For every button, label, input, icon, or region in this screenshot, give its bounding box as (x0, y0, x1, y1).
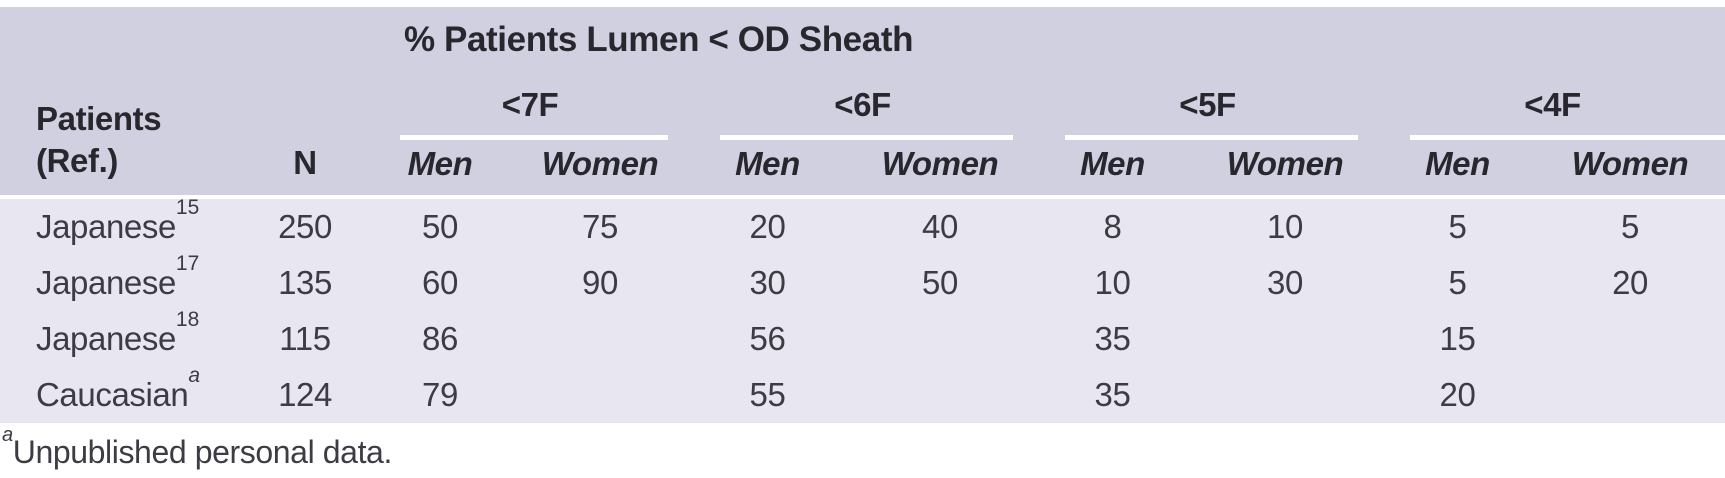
table-title: % Patients Lumen < OD Sheath (404, 20, 914, 59)
column-header-men-4f: Men (1380, 140, 1535, 195)
ref-superscript: 17 (175, 255, 200, 275)
cell-6f-men: 56 (690, 311, 845, 367)
column-header-women-7f: Women (510, 140, 690, 195)
patients-header-line1: Patients (36, 99, 162, 137)
cell-4f-men: 5 (1380, 199, 1535, 255)
patients-sheath-table: % Patients Lumen < OD Sheath Patients (R… (0, 7, 1725, 423)
cell-5f-men: 35 (1035, 367, 1190, 423)
ref-superscript: 15 (175, 199, 200, 219)
footnote-text: Unpublished personal data. (12, 434, 393, 470)
cell-6f-men: 20 (690, 199, 845, 255)
ref-superscript: 18 (175, 311, 200, 331)
cell-4f-men: 20 (1380, 367, 1535, 423)
group-label-5f: <5F (1179, 86, 1236, 123)
table-row-caucasian: Caucasiana 124 79 55 35 20 (0, 367, 1725, 423)
title-cell: % Patients Lumen < OD Sheath (370, 7, 1725, 73)
cell-6f-women (845, 367, 1035, 423)
group-rule-7f (400, 135, 668, 140)
header-body-divider (0, 195, 1725, 199)
cell-7f-women (510, 367, 690, 423)
group-header-4f: <4F (1380, 73, 1725, 140)
column-header-men-7f: Men (370, 140, 510, 195)
cell-7f-women: 75 (510, 199, 690, 255)
row-name: Caucasian (36, 376, 189, 413)
patients-header-line2: (Ref.) (36, 141, 118, 179)
column-header-n: N (240, 73, 370, 195)
cell-6f-women: 50 (845, 255, 1035, 311)
sex-header-row: Men Women Men Women Men Women Men Women (0, 140, 1725, 195)
group-rule-6f (720, 135, 1013, 140)
column-header-men-6f: Men (690, 140, 845, 195)
group-header-7f: <7F (370, 73, 690, 140)
table-row-japanese-15: Japanese15 250 50 75 20 40 8 10 5 5 (0, 199, 1725, 255)
table-row-japanese-18: Japanese18 115 86 56 35 15 (0, 311, 1725, 367)
group-rule-5f (1065, 135, 1358, 140)
cell-7f-men: 86 (370, 311, 510, 367)
cell-7f-men: 79 (370, 367, 510, 423)
cell-5f-men: 10 (1035, 255, 1190, 311)
cell-7f-women: 90 (510, 255, 690, 311)
cell-n: 135 (240, 255, 370, 311)
cell-4f-women: 5 (1535, 199, 1725, 255)
cell-7f-women (510, 311, 690, 367)
group-label-7f: <7F (501, 86, 559, 123)
column-header-patients: Patients (Ref.) (0, 73, 240, 195)
group-header-6f: <6F (690, 73, 1035, 140)
cell-4f-men: 15 (1380, 311, 1535, 367)
cell-5f-women (1190, 311, 1380, 367)
cell-6f-men: 30 (690, 255, 845, 311)
group-label-6f: <6F (834, 86, 891, 123)
cell-n: 115 (240, 311, 370, 367)
cell-5f-women: 10 (1190, 199, 1380, 255)
cell-n: 124 (240, 367, 370, 423)
cell-5f-men: 35 (1035, 311, 1190, 367)
column-header-men-5f: Men (1035, 140, 1190, 195)
column-header-women-6f: Women (845, 140, 1035, 195)
cell-7f-men: 50 (370, 199, 510, 255)
title-row-left-blank (0, 7, 370, 73)
group-label-4f: <4F (1524, 86, 1581, 123)
column-header-women-5f: Women (1190, 140, 1380, 195)
cell-5f-women (1190, 367, 1380, 423)
cell-6f-men: 55 (690, 367, 845, 423)
row-name: Japanese (36, 208, 176, 245)
table-row-japanese-17: Japanese17 135 60 90 30 50 10 30 5 20 (0, 255, 1725, 311)
table-title-row: % Patients Lumen < OD Sheath (0, 7, 1725, 73)
cell-6f-women: 40 (845, 199, 1035, 255)
cell-5f-men: 8 (1035, 199, 1190, 255)
ref-superscript: a (188, 367, 201, 387)
cell-4f-women (1535, 311, 1725, 367)
cell-7f-men: 60 (370, 255, 510, 311)
cell-4f-women (1535, 367, 1725, 423)
column-header-women-4f: Women (1535, 140, 1725, 195)
row-name: Japanese (36, 264, 176, 301)
group-header-row: Patients (Ref.) N <7F <6F <5F <4F (0, 73, 1725, 195)
cell-4f-men: 5 (1380, 255, 1535, 311)
cell-n: 250 (240, 199, 370, 255)
group-header-5f: <5F (1035, 73, 1380, 140)
divider-strip (0, 195, 1725, 199)
cell-5f-women: 30 (1190, 255, 1380, 311)
group-rule-4f (1410, 135, 1725, 140)
footnote-marker: a (2, 424, 13, 447)
row-label: Japanese15 (0, 199, 240, 255)
row-name: Japanese (36, 320, 176, 357)
cell-4f-women: 20 (1535, 255, 1725, 311)
row-label: Japanese18 (0, 311, 240, 367)
cell-6f-women (845, 311, 1035, 367)
table-footnote: aUnpublished personal data. (0, 423, 1725, 471)
row-label: Caucasiana (0, 367, 240, 423)
row-label: Japanese17 (0, 255, 240, 311)
